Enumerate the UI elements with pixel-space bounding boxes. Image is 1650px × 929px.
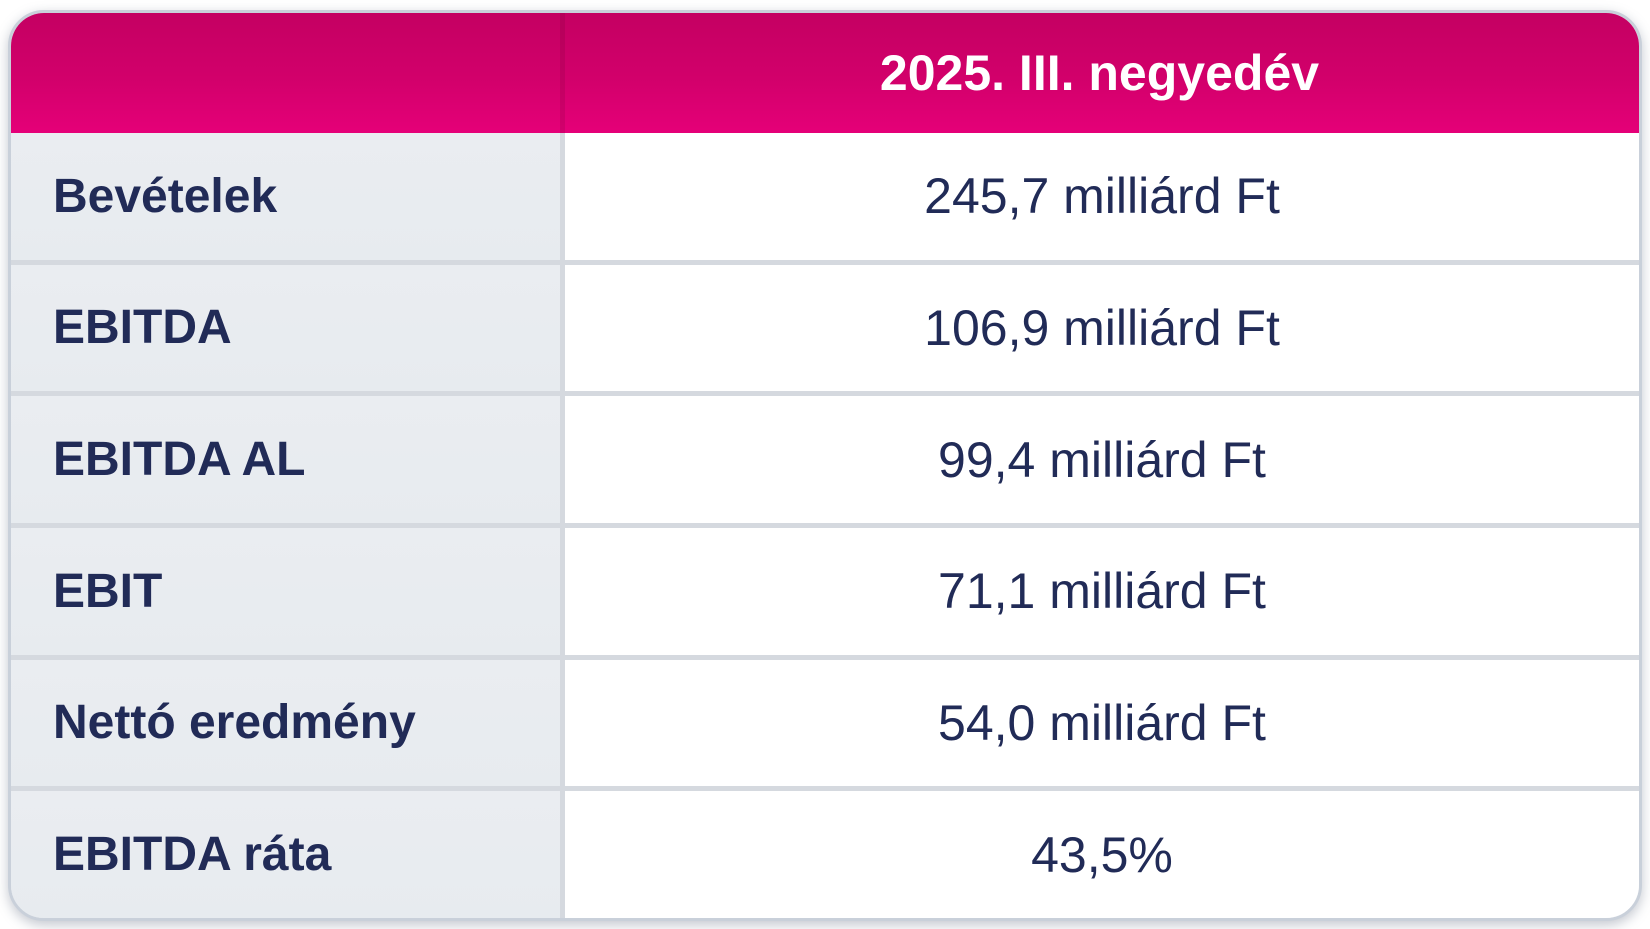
row-value-ebitda: 106,9 milliárd Ft <box>565 264 1639 392</box>
table-body: Bevételek 245,7 milliárd Ft EBITDA 106,9… <box>11 133 1639 918</box>
row-label-ebitda: EBITDA <box>11 264 560 392</box>
quarterly-results-table-card: 2025. III. negyedév Bevételek 245,7 mill… <box>8 10 1642 921</box>
row-value-ebitda-al: 99,4 milliárd Ft <box>565 396 1639 523</box>
row-value-ebit: 71,1 milliárd Ft <box>565 527 1639 655</box>
row-label-ebit: EBIT <box>11 527 560 655</box>
row-label-netto-eredmeny: Nettó eredmény <box>11 659 560 787</box>
row-value-ebitda-rata: 43,5% <box>565 791 1639 918</box>
row-label-ebitda-rata: EBITDA ráta <box>11 791 560 918</box>
table-header-row: 2025. III. negyedév <box>11 13 1639 133</box>
column-header-quarter: 2025. III. negyedév <box>879 45 1320 101</box>
row-value-netto-eredmeny: 54,0 milliárd Ft <box>565 659 1639 787</box>
row-label-ebitda-al: EBITDA AL <box>11 396 560 523</box>
row-label-bevetelek: Bevételek <box>11 133 560 260</box>
row-value-bevetelek: 245,7 milliárd Ft <box>565 133 1639 260</box>
